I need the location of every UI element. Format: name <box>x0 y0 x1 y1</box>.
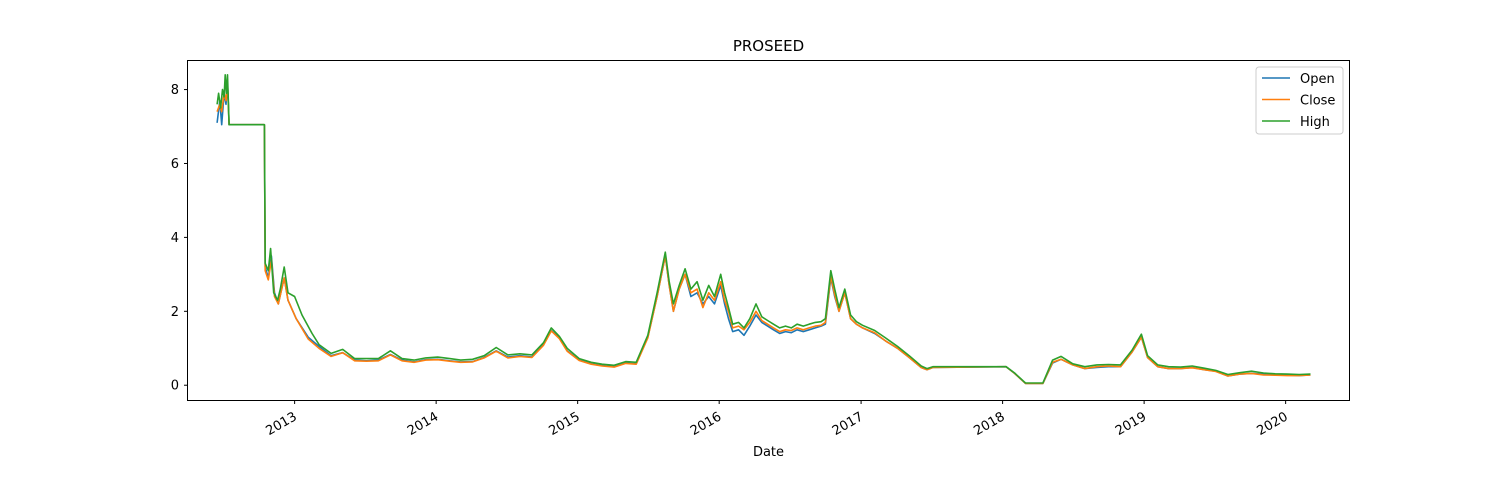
plot-area-frame <box>187 60 1350 401</box>
series-line-high <box>216 74 1311 384</box>
series-line-close <box>216 81 1311 385</box>
legend-label-open: Open <box>1300 72 1335 87</box>
legend-box <box>1255 66 1344 135</box>
x-axis-label: Date <box>753 445 784 460</box>
legend-label-close: Close <box>1300 94 1335 109</box>
y-tick-label: 0 <box>171 379 179 394</box>
chart-title: PROSEED <box>733 37 804 55</box>
legend-label-high: High <box>1300 115 1330 130</box>
y-tick-label: 8 <box>171 83 179 98</box>
y-tick-label: 4 <box>171 231 179 246</box>
legend: Open Close High <box>1255 66 1344 135</box>
y-tick-label: 6 <box>171 157 179 172</box>
y-tick-label: 2 <box>171 305 179 320</box>
plot-series <box>216 74 1311 385</box>
